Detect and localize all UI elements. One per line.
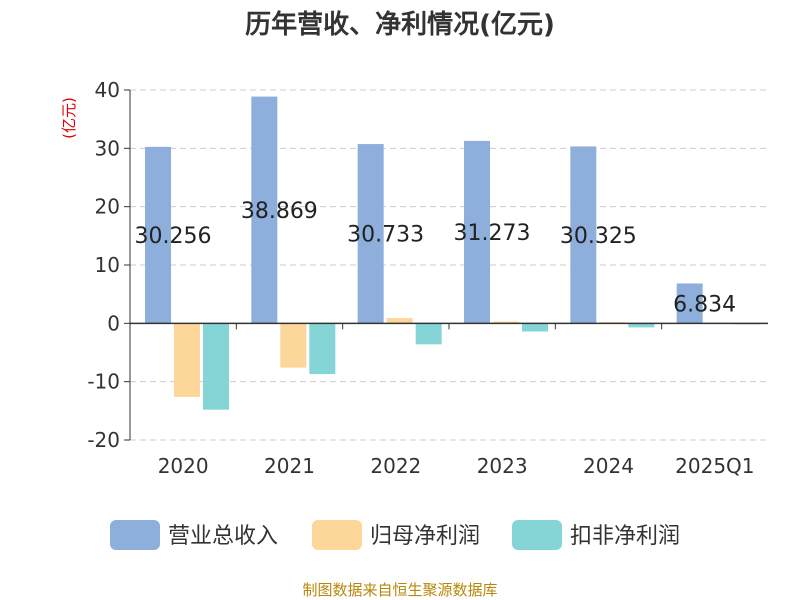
x-tick-label: 2022	[370, 454, 421, 478]
bar	[570, 146, 597, 324]
x-tick-label: 2020	[158, 454, 209, 478]
bar	[251, 96, 278, 324]
bar	[280, 323, 307, 368]
data-label: 6.834	[673, 292, 736, 317]
data-label: 30.256	[135, 224, 212, 249]
x-tick-label: 2025Q1	[675, 454, 754, 478]
bar	[174, 323, 200, 397]
x-tick-label: 2024	[583, 454, 634, 478]
y-tick-label: 30	[95, 136, 120, 160]
y-tick-label: 40	[95, 78, 120, 102]
bar	[357, 144, 384, 324]
source-note: 制图数据来自恒生聚源数据库	[302, 581, 497, 599]
bar	[415, 323, 442, 345]
bar	[386, 318, 413, 324]
chart-title: 历年营收、净利情况(亿元)	[245, 9, 555, 40]
legend-label: 营业总收入	[168, 524, 278, 549]
data-labels: 30.256 38.869 30.733 31.273 30.325 6.834	[135, 199, 737, 317]
tick-labels: -20 -10 0 10 20 30 40 2020 2021 2022 2023 2024 2025Q…	[87, 78, 754, 478]
bar	[522, 323, 548, 332]
axes	[124, 89, 768, 441]
y-tick-label: 20	[95, 195, 120, 219]
bar	[493, 321, 519, 324]
y-axis-label: (亿元)	[60, 97, 78, 139]
bar	[309, 323, 336, 375]
data-label: 30.325	[560, 224, 637, 249]
y-tick-label: 0	[107, 311, 120, 335]
y-tick-label: -10	[87, 370, 120, 394]
legend-label: 归母净利润	[370, 524, 480, 549]
x-tick-label: 2021	[264, 454, 315, 478]
y-tick-label: -20	[87, 428, 120, 452]
bar	[203, 323, 229, 410]
legend-swatch	[512, 520, 562, 550]
bar	[145, 146, 171, 324]
legend-swatch	[110, 520, 160, 550]
data-label: 30.733	[347, 223, 424, 248]
data-label: 31.273	[454, 221, 531, 246]
bar	[464, 140, 490, 324]
x-tick-label: 2023	[477, 454, 528, 478]
legend: 营业总收入 归母净利润 扣非净利润	[110, 520, 680, 550]
bar	[628, 323, 655, 328]
y-tick-label: 10	[95, 253, 120, 277]
bars	[145, 96, 761, 410]
bar	[676, 283, 703, 324]
legend-swatch	[312, 520, 362, 550]
data-label: 38.869	[241, 199, 318, 224]
legend-label: 扣非净利润	[570, 524, 680, 549]
